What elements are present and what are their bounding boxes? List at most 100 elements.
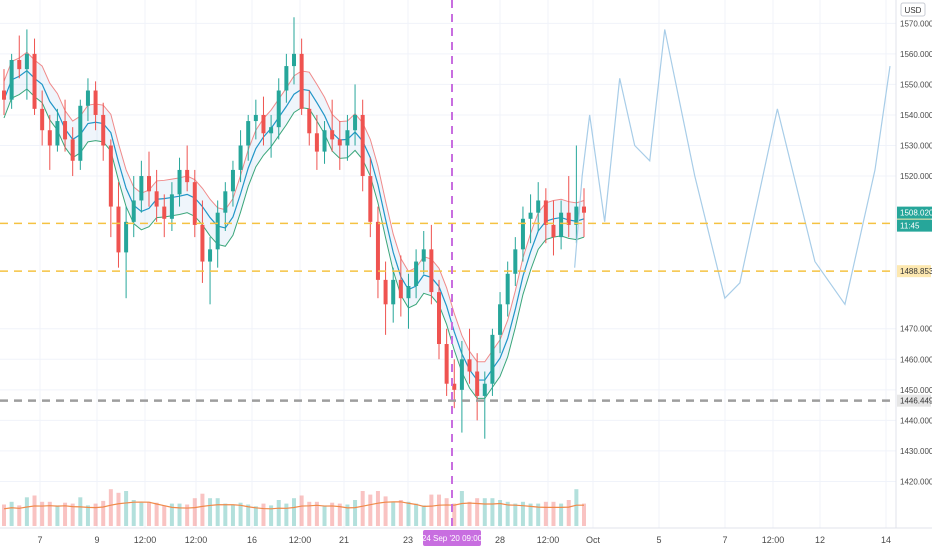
volume-bar: [108, 489, 113, 526]
volume-bar: [360, 491, 365, 526]
candle-body: [421, 249, 426, 262]
crosshair-time-label: 24 Sep '20 09:00: [422, 534, 483, 543]
time-axis-labels: 7 9 12:00 12:00 16 12:00 21 23 28 12:00 Oct 5 7 12:00…: [37, 535, 891, 545]
volume-bar: [482, 498, 487, 526]
candle-body: [208, 249, 213, 262]
volume-bar: [238, 502, 243, 526]
candle-body: [24, 53, 29, 70]
candle-body: [398, 279, 403, 299]
volume-bar: [40, 501, 45, 526]
volume-bar: [177, 503, 182, 526]
candle-body: [261, 114, 266, 134]
volume-bar: [78, 497, 83, 526]
candlesticks: [2, 17, 586, 439]
volume-bar: [253, 506, 258, 526]
volume-bar: [490, 498, 495, 526]
volume-bar: [307, 501, 312, 526]
volume-bar: [391, 501, 396, 526]
level-price-tag-box: [897, 394, 931, 407]
volume-bar: [162, 505, 167, 526]
candle-body: [551, 224, 556, 238]
volume-bar: [459, 491, 464, 526]
level-price-tag-text: 1446.449: [900, 397, 932, 406]
volume-bar: [154, 502, 159, 526]
time-tick-label: Oct: [586, 535, 601, 545]
volume-bar: [85, 505, 90, 526]
candle-body: [322, 130, 327, 152]
candle-body: [345, 130, 350, 146]
time-tick-label: 12:00: [134, 535, 157, 545]
price-tick-label: 1440.000: [900, 416, 932, 425]
candle-body: [55, 121, 60, 146]
volume-bar: [559, 503, 564, 526]
volume-bar: [566, 500, 571, 526]
candle-body: [490, 334, 495, 384]
volume-bar: [192, 498, 197, 526]
price-axis-labels: 1570.000 1560.000 1550.000 1540.000 1530.000…: [900, 19, 932, 486]
volume-bar: [475, 498, 480, 526]
volume-bar: [147, 501, 151, 526]
time-tick-label: 21: [339, 535, 349, 545]
price-tick-label: 1570.000: [900, 19, 932, 28]
moving-average-line: [3, 69, 585, 381]
time-tick-label: 28: [495, 535, 505, 545]
volume-bar: [345, 504, 350, 526]
volume-bar: [284, 503, 289, 526]
candle-body: [131, 200, 136, 222]
candle-body: [147, 176, 151, 192]
time-tick-label: 9: [94, 535, 99, 545]
candle-body: [482, 383, 487, 396]
forecast-line: [574, 29, 891, 306]
volume-bar: [70, 503, 75, 526]
candle-body: [467, 359, 472, 372]
candle-body: [452, 383, 457, 390]
volume-bar: [330, 502, 335, 526]
volume-bar: [169, 503, 174, 526]
candle-body: [116, 206, 121, 253]
candle-body: [307, 108, 312, 134]
volume-bars: [2, 489, 586, 526]
candle-body: [17, 59, 22, 70]
volume-bar: [520, 501, 525, 526]
volume-average-line: [3, 501, 584, 510]
candle-body: [353, 114, 358, 131]
candle-body: [276, 90, 281, 128]
price-axis[interactable]: [895, 0, 932, 528]
volume-bar: [421, 505, 426, 526]
volume-bar: [505, 501, 510, 526]
candle-body: [108, 145, 113, 207]
volume-bar: [528, 503, 533, 526]
candle-body: [284, 66, 289, 91]
candle-body: [185, 169, 190, 183]
candle-body: [513, 249, 518, 274]
candle-body: [520, 218, 525, 250]
candle-body: [162, 206, 167, 219]
level-price-tag-text: 1488.853: [900, 267, 932, 276]
volume-bar: [55, 505, 60, 526]
candle-body: [360, 114, 365, 177]
volume-bar: [93, 503, 98, 526]
currency-button[interactable]: USD: [900, 2, 926, 17]
candle-body: [414, 261, 419, 286]
candle-body: [93, 90, 98, 115]
candle-body: [101, 114, 106, 146]
candle-body: [85, 90, 90, 106]
time-tick-label: 12:00: [762, 535, 785, 545]
candle-body: [253, 114, 258, 122]
candle-body: [383, 279, 388, 305]
forecast-path: [574, 29, 891, 306]
price-tick-label: 1560.000: [900, 50, 932, 59]
volume-bar: [398, 500, 403, 526]
volume-bar: [276, 500, 281, 526]
candle-body: [536, 200, 541, 213]
last-price-tag-box: [897, 206, 932, 219]
volume-bar: [63, 502, 68, 526]
volume-bar: [414, 503, 419, 526]
volume-bar: [368, 494, 373, 526]
volume-bar: [32, 495, 37, 526]
time-tick-label: 7: [722, 535, 727, 545]
candle-body: [475, 371, 480, 396]
candle-body: [47, 130, 52, 146]
last-price-tag-text: 1508.020: [900, 209, 932, 218]
